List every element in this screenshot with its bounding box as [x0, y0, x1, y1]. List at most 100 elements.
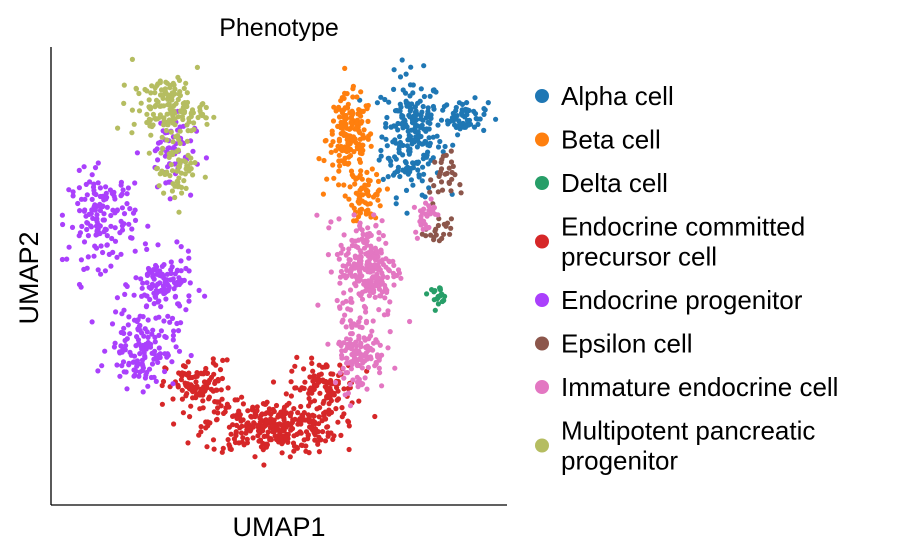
scatter-point [159, 271, 165, 277]
scatter-point [161, 190, 167, 196]
scatter-point [481, 127, 487, 133]
scatter-point [157, 171, 163, 177]
scatter-point [433, 226, 439, 232]
scatter-point [324, 385, 330, 391]
scatter-point [182, 364, 188, 370]
scatter-point [387, 329, 393, 335]
scatter-point [335, 143, 341, 149]
scatter-point [326, 401, 332, 407]
scatter-point [328, 149, 334, 155]
scatter-point [310, 368, 316, 374]
scatter-point [333, 406, 339, 412]
scatter-point [134, 150, 140, 156]
scatter-point [118, 182, 124, 188]
scatter-point [240, 435, 246, 441]
scatter-point [379, 276, 385, 282]
scatter-point [365, 225, 371, 231]
scatter-point [162, 171, 168, 177]
scatter-point [118, 193, 124, 199]
scatter-point [336, 168, 342, 174]
scatter-point [288, 393, 294, 399]
scatter-point [352, 238, 358, 244]
scatter-point [169, 315, 176, 321]
scatter-point [357, 315, 363, 321]
scatter-point [367, 249, 373, 255]
scatter-point [343, 298, 349, 304]
scatter-point [120, 359, 127, 365]
scatter-point [331, 390, 337, 396]
scatter-point [438, 117, 445, 123]
scatter-point [66, 244, 72, 250]
scatter-point [262, 411, 268, 417]
scatter-point [378, 94, 384, 100]
scatter-point [397, 101, 403, 107]
scatter-point [328, 219, 334, 225]
scatter-point [382, 96, 388, 103]
scatter-point [156, 332, 162, 338]
scatter-point [153, 315, 159, 321]
scatter-point [103, 190, 109, 196]
scatter-point [367, 288, 373, 294]
scatter-point [100, 249, 106, 256]
scatter-point [428, 196, 434, 202]
scatter-point [93, 232, 99, 238]
scatter-point [396, 270, 402, 276]
scatter-point [413, 229, 419, 235]
scatter-point [254, 404, 260, 410]
scatter-point [164, 277, 170, 283]
scatter-point [176, 164, 182, 170]
scatter-point [349, 172, 355, 178]
scatter-point [472, 95, 478, 101]
scatter-point [308, 385, 314, 391]
scatter-point [91, 204, 97, 210]
scatter-point [432, 307, 438, 313]
scatter-point [215, 410, 221, 416]
scatter-point [427, 189, 433, 195]
scatter-point [380, 176, 386, 182]
scatter-point [89, 319, 95, 325]
scatter-point [338, 119, 344, 125]
scatter-point [298, 430, 304, 436]
scatter-point [354, 362, 360, 369]
scatter-point [155, 359, 161, 365]
scatter-point [437, 171, 443, 177]
scatter-point [426, 203, 432, 209]
scatter-point [159, 382, 165, 389]
scatter-point [291, 448, 297, 454]
scatter-point [426, 135, 432, 141]
scatter-point [203, 425, 209, 431]
scatter-point [97, 207, 103, 214]
scatter-point [102, 226, 108, 232]
scatter-point [138, 100, 144, 106]
scatter-point [311, 398, 318, 404]
scatter-point [448, 216, 454, 222]
legend-marker [535, 438, 549, 453]
scatter-point [143, 372, 149, 378]
scatter-point [435, 189, 441, 195]
scatter-point [165, 313, 171, 319]
y-axis-label: UMAP2 [14, 231, 44, 324]
scatter-point [409, 117, 416, 123]
scatter-point [370, 194, 377, 200]
scatter-point [186, 293, 192, 299]
scatter-point [289, 368, 295, 374]
scatter-point [157, 103, 163, 109]
scatter-point [464, 100, 470, 106]
scatter-point [188, 110, 194, 116]
scatter-point [149, 270, 155, 276]
scatter-point [127, 206, 133, 212]
scatter-point [354, 120, 360, 126]
scatter-point [112, 238, 119, 244]
scatter-point [391, 86, 397, 92]
scatter-point [363, 279, 369, 286]
scatter-point [270, 406, 276, 413]
scatter-point [388, 124, 394, 130]
scatter-point [217, 367, 224, 373]
scatter-point [81, 239, 88, 245]
scatter-point [359, 198, 365, 204]
scatter-point [197, 406, 203, 412]
scatter-point [186, 168, 192, 174]
scatter-point [372, 263, 378, 269]
scatter-point [175, 179, 181, 185]
scatter-point [224, 357, 230, 363]
